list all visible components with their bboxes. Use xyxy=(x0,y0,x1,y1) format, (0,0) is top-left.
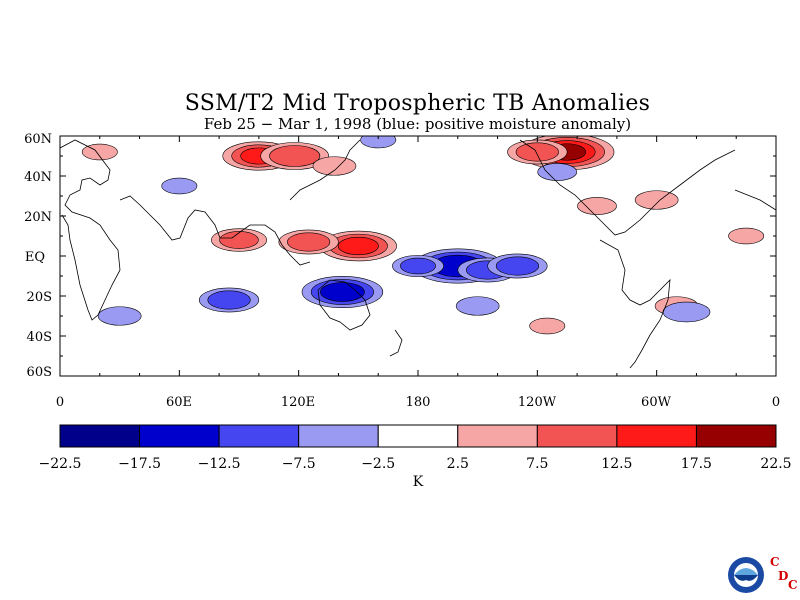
anomaly-contour xyxy=(207,290,251,310)
colorbar-tick-label: −12.5 xyxy=(197,456,241,472)
colorbar-swatch xyxy=(59,424,141,448)
colorbar-tick-label: 12.5 xyxy=(601,456,633,472)
anomaly-feature xyxy=(360,136,397,149)
anomaly-contour xyxy=(219,231,259,249)
anomaly-feature xyxy=(577,197,617,215)
logo-letter: C xyxy=(770,555,780,569)
lon-label: 180 xyxy=(405,395,431,410)
anomaly-contour xyxy=(515,142,559,162)
anomaly-feature xyxy=(662,301,711,323)
anomaly-feature xyxy=(301,276,384,308)
anomaly-feature xyxy=(455,296,500,316)
coastline-asia-east xyxy=(289,139,361,201)
logo-letter: C xyxy=(788,578,798,592)
lon-label: 0 xyxy=(771,395,781,410)
colorbar-swatch xyxy=(377,424,459,448)
coastline-south-america xyxy=(599,239,671,369)
coastline-africa-west xyxy=(734,189,776,211)
colorbar-tick-label: −2.5 xyxy=(361,456,396,472)
anomaly-feature xyxy=(312,156,357,176)
anomaly-contour xyxy=(577,197,617,215)
colorbar-swatch xyxy=(457,424,538,448)
axis-ticks xyxy=(59,135,777,377)
anomaly-feature xyxy=(97,306,142,326)
colorbar-swatch xyxy=(536,424,618,448)
colorbar-tick-label: −7.5 xyxy=(281,456,316,472)
coastline-europe-africa xyxy=(60,139,121,321)
colorbar-swatch xyxy=(298,424,379,448)
coastline-new-zealand xyxy=(389,329,403,357)
lat-label: EQ xyxy=(24,250,45,265)
anomaly-contour xyxy=(728,227,765,245)
colorbar-tick-label: 22.5 xyxy=(760,456,792,472)
noaa-cdc-logo: C D C xyxy=(728,555,798,593)
anomaly-contour xyxy=(287,232,331,252)
colorbar-tick-label: −22.5 xyxy=(38,456,82,472)
colorbar-tick-label: 17.5 xyxy=(680,456,712,472)
anomaly-contour xyxy=(269,145,321,167)
anomaly-feature xyxy=(211,228,267,252)
colorbar-tick-label: 7.5 xyxy=(526,456,549,472)
anomaly-contour xyxy=(400,257,436,275)
logo-letter: D xyxy=(778,569,788,583)
anomaly-contour xyxy=(320,282,365,302)
anomaly-contour xyxy=(161,177,198,195)
lon-label: 120E xyxy=(280,395,316,410)
anomaly-contour xyxy=(662,301,711,323)
lon-label: 60W xyxy=(641,395,671,410)
colorbar-tick-label: 2.5 xyxy=(446,456,469,472)
anomaly-feature xyxy=(392,255,444,277)
coastline-asia-south xyxy=(119,195,311,266)
chart-subtitle: Feb 25 − Mar 1, 1998 (blue: positive moi… xyxy=(203,115,632,133)
lat-label: 20S xyxy=(26,290,52,305)
anomaly-contour xyxy=(537,163,578,181)
noaa-logo-icon xyxy=(728,557,764,593)
anomaly-contour xyxy=(634,190,679,210)
anomaly-feature xyxy=(537,163,578,181)
anomaly-feature xyxy=(487,253,548,279)
anomaly-feature xyxy=(278,229,339,255)
lat-label: 20N xyxy=(24,210,52,225)
anomaly-feature xyxy=(529,317,566,335)
anomaly-feature xyxy=(728,227,765,245)
colorbar xyxy=(59,424,777,448)
lon-label: 120W xyxy=(517,395,557,410)
anomaly-contour xyxy=(455,296,500,316)
colorbar-swatch xyxy=(139,424,220,448)
coastline-layer xyxy=(60,139,776,369)
lon-label: 0 xyxy=(55,395,65,410)
colorbar-swatch xyxy=(616,424,697,448)
lat-label: 60S xyxy=(26,365,52,380)
lon-label: 60E xyxy=(165,395,193,410)
anomaly-layer xyxy=(81,136,765,335)
lat-label: 40S xyxy=(26,330,52,345)
colorbar-swatch xyxy=(695,424,777,448)
anomaly-feature xyxy=(161,177,198,195)
anomaly-feature xyxy=(507,139,568,165)
colorbar-swatch xyxy=(218,424,300,448)
chart-title: SSM/T2 Mid Tropospheric TB Anomalies xyxy=(184,91,651,116)
anomaly-feature xyxy=(260,142,329,170)
colorbar-unit: K xyxy=(412,474,424,490)
lat-label: 60N xyxy=(24,132,52,147)
anomaly-contour xyxy=(529,317,566,335)
anomaly-contour xyxy=(312,156,357,176)
lat-label: 40N xyxy=(24,170,52,185)
coastline-north-america xyxy=(519,139,736,236)
anomaly-contour xyxy=(97,306,142,326)
anomaly-feature xyxy=(198,287,260,313)
anomaly-contour xyxy=(495,256,540,276)
anomaly-feature xyxy=(634,190,679,210)
colorbar-tick-label: −17.5 xyxy=(118,456,162,472)
anomaly-contour xyxy=(360,136,397,149)
coastline-australia xyxy=(317,279,371,331)
anomaly-contour xyxy=(337,236,379,256)
